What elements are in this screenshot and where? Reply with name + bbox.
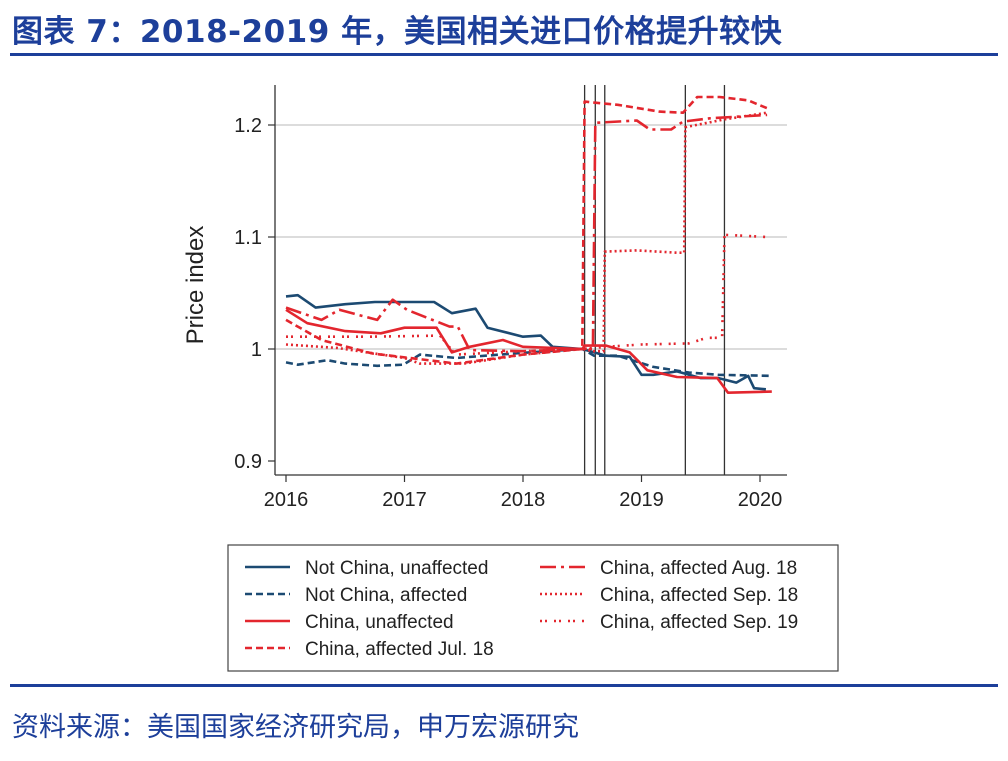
legend-label: China, affected Sep. 19 bbox=[600, 612, 798, 633]
legend-label: China, affected Jul. 18 bbox=[305, 639, 494, 660]
y-tick-label: 0.9 bbox=[234, 451, 262, 473]
gridlines bbox=[275, 124, 787, 350]
source-note: 资料来源：美国国家经济研究局，申万宏源研究 bbox=[12, 712, 579, 743]
legend-box bbox=[227, 544, 839, 672]
x-tick-label: 2018 bbox=[501, 489, 546, 511]
y-tick-label: 1.2 bbox=[234, 115, 262, 137]
legend: Not China, unaffected Not China, affected… bbox=[245, 558, 798, 660]
legend-label: Not China, unaffected bbox=[305, 558, 488, 579]
series-line bbox=[285, 113, 768, 353]
x-tick-label: 2016 bbox=[264, 489, 309, 511]
legend-label: China, affected Sep. 18 bbox=[600, 585, 798, 606]
series-line bbox=[285, 293, 767, 391]
legend-label: Not China, affected bbox=[305, 585, 467, 606]
y-tick-label: 1 bbox=[251, 339, 262, 361]
y-axis-title: Price index bbox=[182, 226, 209, 345]
line-chart: 0.9 1 1.1 1.2 2016 2017 2018 2019 2020 Price ind… bbox=[182, 85, 839, 672]
figure-title: 图表 7：2018-2019 年，美国相关进口价格提升较快 bbox=[12, 14, 783, 50]
series-line bbox=[285, 95, 768, 365]
legend-label: China, affected Aug. 18 bbox=[600, 558, 797, 579]
series-lines bbox=[285, 95, 772, 395]
legend-label: China, unaffected bbox=[305, 612, 454, 633]
series-line bbox=[286, 233, 768, 356]
series-line bbox=[285, 308, 772, 395]
series-line bbox=[285, 111, 768, 365]
x-tick-label: 2020 bbox=[738, 489, 783, 511]
source-rule bbox=[10, 684, 998, 687]
x-tick-label: 2017 bbox=[382, 489, 427, 511]
axes: 0.9 1 1.1 1.2 2016 2017 2018 2019 2020 bbox=[234, 85, 787, 511]
x-tick-label: 2019 bbox=[619, 489, 664, 511]
y-tick-label: 1.1 bbox=[234, 227, 262, 249]
series-line bbox=[285, 347, 772, 378]
title-rule bbox=[10, 53, 998, 56]
